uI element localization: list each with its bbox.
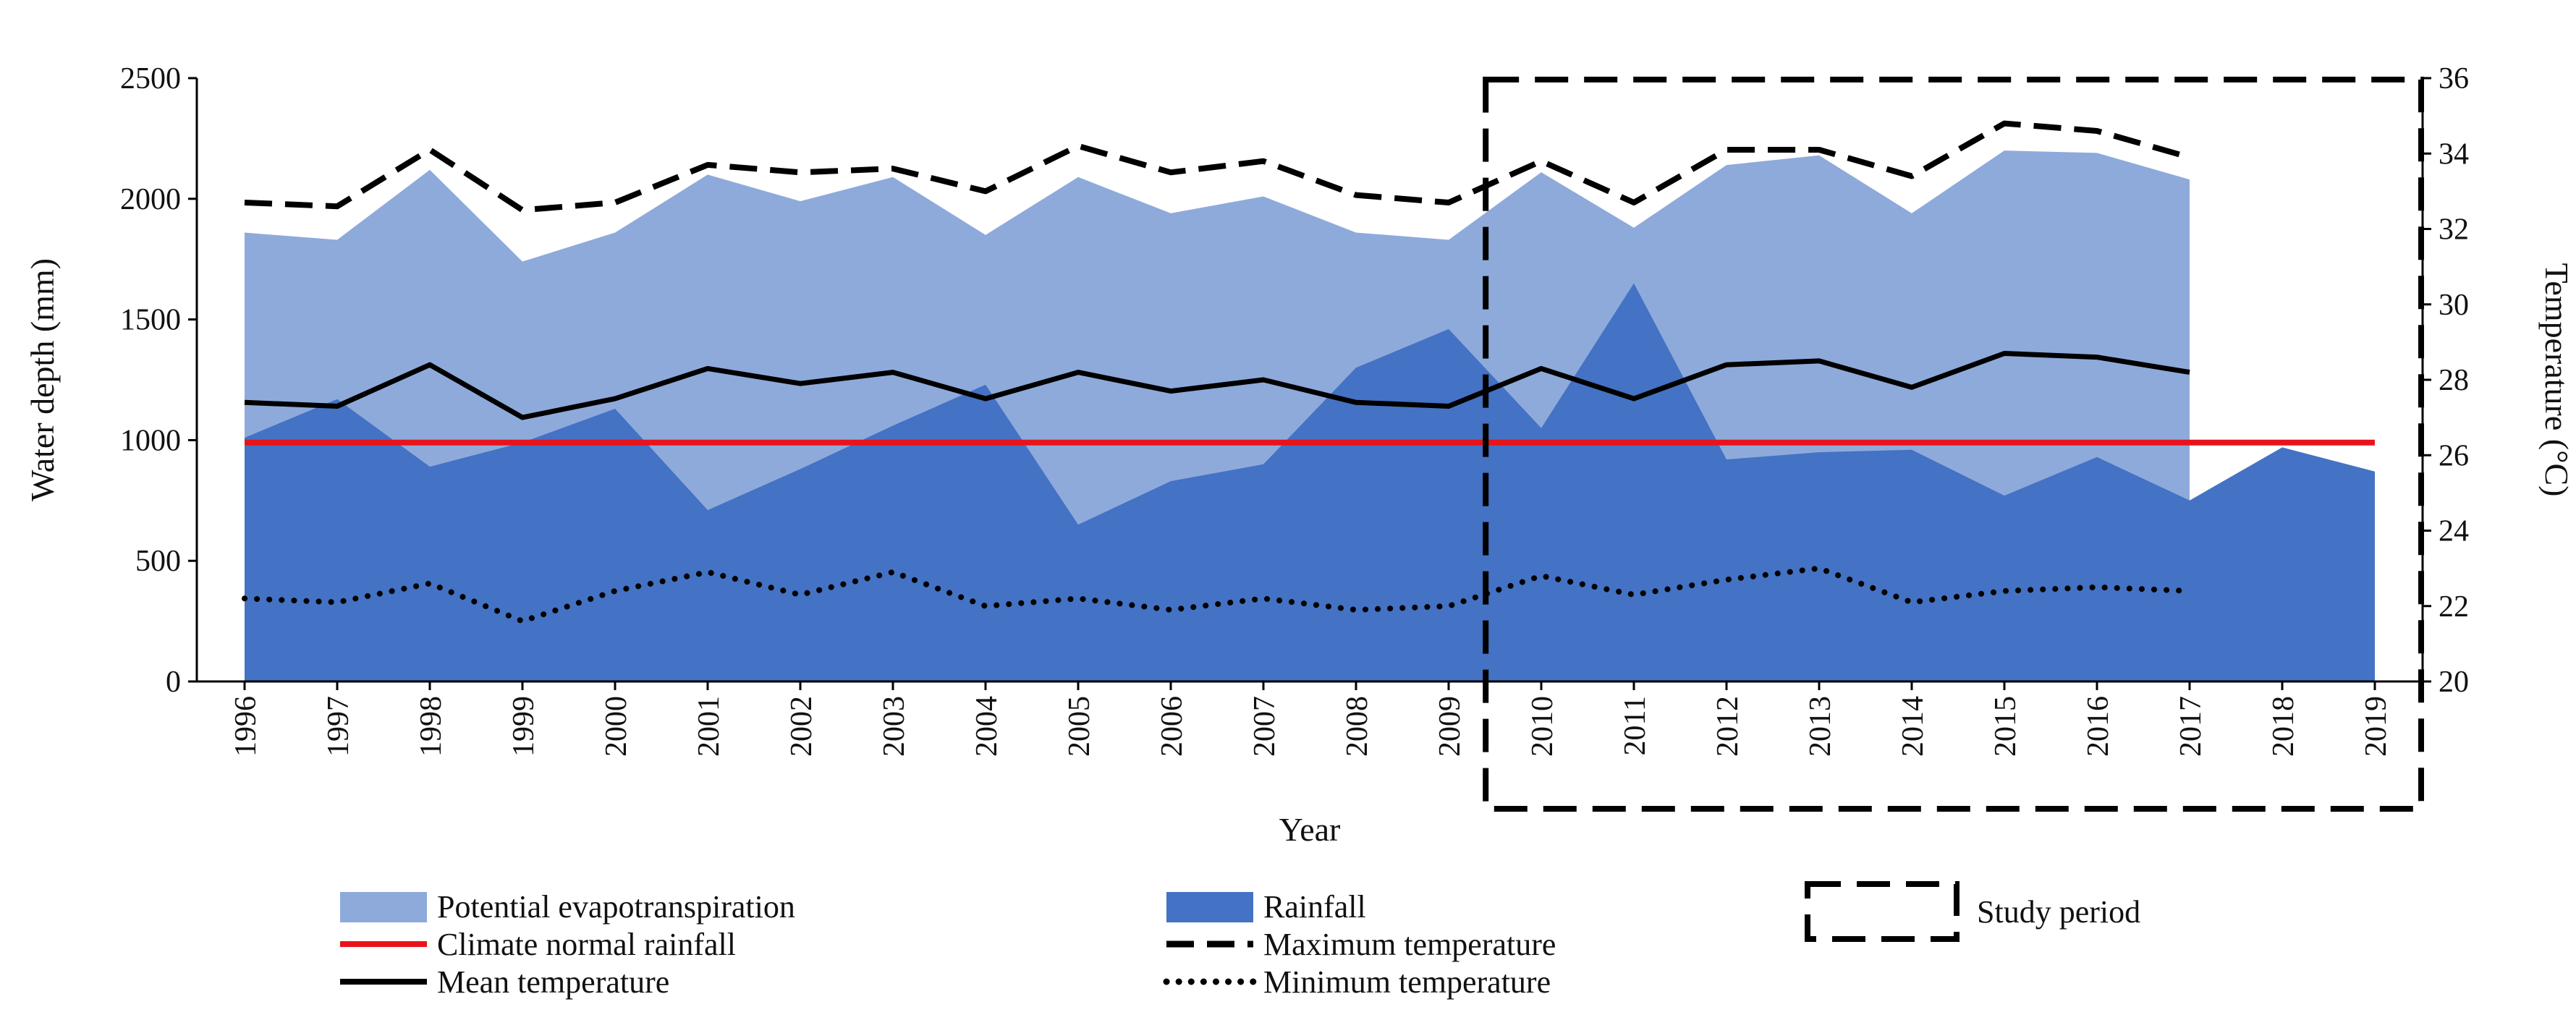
legend-label-tmin: Minimum temperature [1263,964,1551,1000]
y-right-tick-label: 34 [2439,137,2469,171]
y-right-tick-label: 32 [2439,213,2469,247]
x-tick-label: 2003 [878,696,911,757]
mean-temperature-line [244,351,2190,420]
y-right-tick-label: 26 [2439,439,2469,472]
x-tick-label: 1999 [507,696,541,757]
y-right-tick-label: 20 [2439,666,2469,699]
y-right-tick-label: 22 [2439,590,2469,624]
study-period-box [1483,77,2424,812]
legend-label-tmean: Mean temperature [437,964,669,1000]
y-left-title: Water depth (mm) [24,258,61,501]
y-left-tick-label: 2000 [120,183,181,216]
legend-label-pet: Potential evapotranspiration [437,889,795,925]
y-left-tick-label: 1000 [120,424,181,457]
legend-label-rainfall: Rainfall [1263,889,1366,925]
rainfall-area [245,283,2375,682]
x-tick-label: 2007 [1248,696,1281,757]
y-right-tick-label: 24 [2439,515,2469,548]
x-tick-label: 2008 [1341,696,1374,757]
legend-label-normal: Climate normal rainfall [437,927,736,962]
area-layer [245,150,2375,682]
y-left-tick-label: 0 [166,666,181,699]
x-tick-label: 2002 [785,696,818,757]
x-tick-label: 2017 [2174,696,2208,757]
x-axis-title: Year [1279,811,1341,848]
x-tick-label: 2014 [1897,696,1930,757]
y-right-title: Temperature (°C) [2538,263,2575,497]
x-tick-label: 2000 [600,696,633,757]
study-period-layer [1483,77,2424,812]
x-tick-label: 2010 [1526,696,1559,757]
y-left-tick-label: 2500 [120,62,181,95]
x-tick-label: 2009 [1433,696,1467,757]
x-tick-label: 2012 [1711,696,1745,757]
y-right-tick-label: 36 [2439,62,2469,95]
x-tick-label: 2004 [970,696,1004,757]
y-left-tick-label: 1500 [120,304,181,337]
legend: Potential evapotranspiration Climate nor… [340,881,2140,1000]
x-tick-label: 2016 [2082,696,2115,757]
line-layer [242,120,2375,624]
legend-swatch-rainfall [1166,892,1253,922]
min-temperature-line [242,565,2192,624]
legend-swatch-study-period [1805,881,1959,942]
x-tick-label: 2011 [1619,696,1652,755]
x-tick-label: 1998 [415,696,448,757]
legend-swatch-pet [340,892,427,922]
y-left-tick-label: 500 [135,545,181,578]
x-tick-label: 2013 [1804,696,1837,757]
x-tick-label: 2005 [1063,696,1096,757]
y-right-tick-label: 30 [2439,289,2469,322]
legend-label-tmax: Maximum temperature [1263,927,1556,962]
x-tick-label: 2006 [1156,696,1189,757]
x-tick-label: 1996 [229,696,263,757]
x-tick-label: 2018 [2267,696,2300,757]
y-right-tick-label: 28 [2439,364,2469,397]
x-tick-label: 1997 [322,696,355,757]
x-tick-label: 2019 [2360,696,2393,757]
legend-label-study-period: Study period [1977,894,2140,930]
tick-layer: 0 500 1000 1500 2000 2500 20 22 24 26 28 30 32 34 36 19… [120,62,2469,757]
x-tick-label: 2001 [692,696,726,757]
x-tick-label: 2015 [1989,696,2022,757]
max-temperature-line [244,120,2191,213]
